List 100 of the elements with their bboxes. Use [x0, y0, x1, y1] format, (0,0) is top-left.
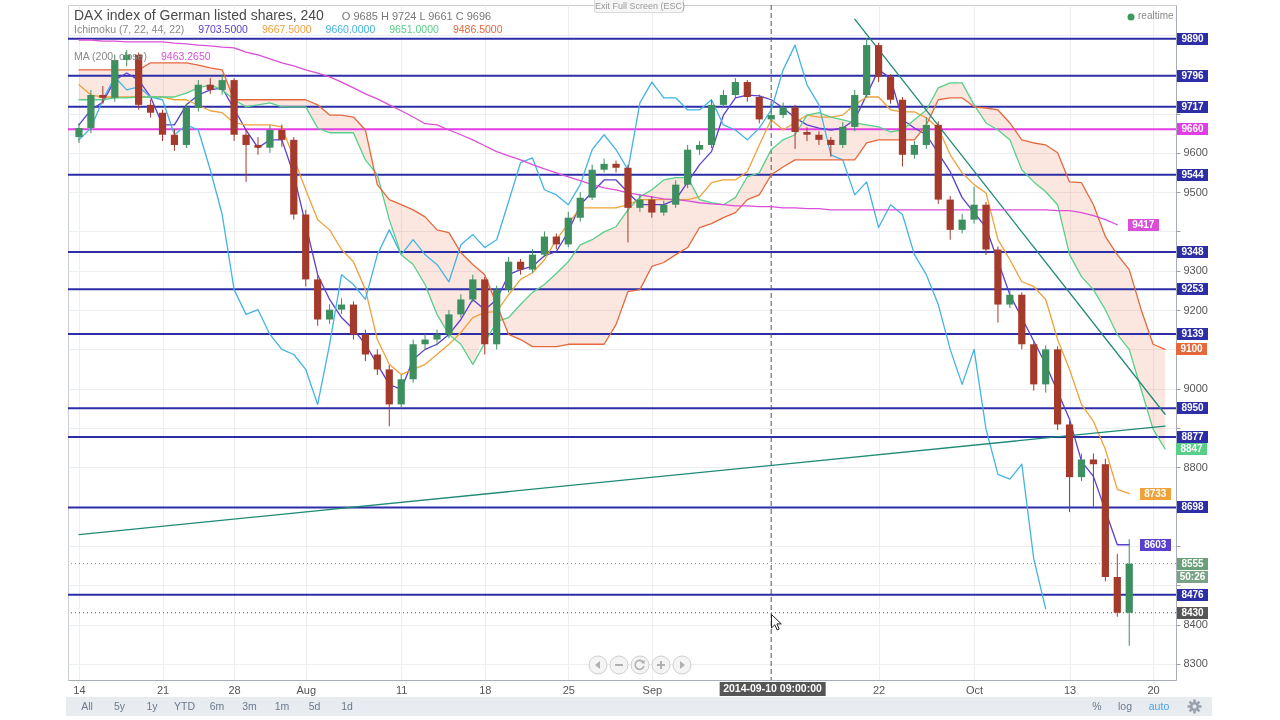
candlestick — [528, 248, 537, 274]
annotation: 9667.5000 — [261, 23, 312, 35]
y-tick-label: 9000 — [1183, 382, 1208, 395]
ref-line-label: 9544 — [1177, 168, 1208, 181]
candlestick — [1089, 453, 1098, 508]
ref-line-label: 8877 — [1177, 431, 1208, 443]
text: % — [1091, 700, 1103, 713]
candlestick — [731, 77, 739, 99]
line-series — [78, 62, 1166, 351]
data-label: 9100 — [1176, 343, 1207, 356]
annotation: 9651.0000 — [389, 23, 439, 35]
candlestick — [612, 160, 620, 173]
x-tick-label: 14 — [73, 683, 86, 696]
candlestick — [827, 136, 835, 158]
data-label: 8847 — [1176, 442, 1207, 455]
candlestick — [445, 309, 453, 339]
candlestick — [75, 122, 83, 144]
x-tick-label: 28 — [228, 683, 241, 696]
candlestick — [373, 348, 381, 376]
annotation: realtime — [1138, 10, 1174, 21]
data-label: 8733 — [1139, 487, 1171, 500]
candlestick — [1077, 453, 1086, 482]
candlestick — [970, 186, 978, 225]
candlestick — [254, 136, 262, 156]
candlestick — [803, 126, 811, 142]
text: 5d — [307, 700, 322, 713]
candlestick — [242, 128, 250, 183]
data-label: 8603 — [1139, 538, 1171, 551]
candlestick — [278, 124, 286, 148]
candlestick — [958, 213, 966, 234]
ref-line-label: 9253 — [1177, 283, 1208, 296]
y-tick-label: 8400 — [1183, 618, 1208, 631]
y-tick-label: 9500 — [1183, 185, 1208, 198]
y-tick-label: 8800 — [1183, 460, 1208, 473]
candlestick — [636, 193, 644, 213]
candlestick — [743, 79, 751, 103]
candlestick — [576, 191, 584, 223]
x-tick-label: 21 — [156, 683, 170, 696]
candlestick — [457, 293, 465, 319]
text: log — [1117, 700, 1133, 713]
chart-title: DAX index of German listed shares, 240 — [74, 7, 324, 23]
y-tick-label: 9300 — [1183, 264, 1208, 277]
candlestick — [266, 124, 274, 154]
annotation: 9660.0000 — [325, 23, 376, 35]
candlestick — [540, 230, 549, 258]
ref-line-label: 9139 — [1177, 328, 1208, 340]
annotation: 50:26 — [1177, 571, 1208, 583]
x-tick-label: 22 — [872, 683, 886, 696]
candlestick — [767, 103, 775, 130]
candlestick — [421, 333, 429, 350]
x-tick-label: 18 — [479, 683, 492, 696]
candlestick — [170, 128, 179, 152]
ref-line-label: 9717 — [1177, 100, 1208, 113]
text: 3m — [241, 700, 258, 713]
x-tick-label: Sep — [642, 683, 663, 696]
x-tick-label: Aug — [296, 683, 317, 696]
candlestick — [779, 102, 787, 119]
candlestick — [433, 329, 441, 346]
candlestick — [755, 94, 763, 124]
button: Exit Full Screen (ESC) — [594, 0, 684, 13]
candlestick — [361, 329, 370, 362]
candlestick — [672, 179, 680, 209]
candlestick — [839, 121, 847, 149]
y-tick-label: 8300 — [1183, 657, 1208, 670]
ref-line-label: 9660 — [1177, 123, 1208, 136]
candlestick — [194, 79, 202, 113]
ref-line-label: 9796 — [1177, 69, 1208, 82]
candlestick — [648, 195, 656, 219]
ref-line-label: 9890 — [1177, 32, 1208, 45]
annotation: 9703.5000 — [198, 23, 248, 35]
candlestick — [469, 274, 477, 303]
y-tick-label: 9600 — [1183, 146, 1208, 159]
candlestick — [886, 73, 895, 105]
candlestick — [600, 158, 608, 173]
x-tick-label: 13 — [1063, 683, 1077, 696]
candlestick — [815, 130, 823, 146]
text: auto — [1147, 700, 1171, 713]
annotation: Ichimoku (7, 22, 44, 22) — [74, 23, 185, 35]
x-tick-label: 25 — [562, 683, 575, 696]
candlestick — [218, 73, 226, 96]
x-tick-label: Oct — [966, 683, 984, 696]
candlestick — [158, 109, 167, 142]
candlestick — [922, 116, 930, 150]
annotation: 9486.5000 — [452, 23, 503, 35]
text: 1m — [273, 700, 291, 713]
y-tick-label: 9200 — [1183, 303, 1208, 316]
ref-line-label: 8476 — [1177, 588, 1208, 601]
text: All — [80, 700, 94, 713]
x-tick-label: 2014-09-10 09:00:00 — [719, 682, 826, 696]
ref-line-label: 8698 — [1177, 501, 1208, 514]
x-tick-label: 11 — [396, 683, 408, 696]
text: 1y — [145, 700, 159, 713]
candlestick — [325, 303, 334, 325]
text: 6m — [208, 700, 226, 713]
text: YTD — [173, 700, 196, 713]
text: 1d — [340, 700, 354, 713]
ref-line-label: 8555 — [1177, 557, 1208, 570]
ref-line-label: 8950 — [1177, 402, 1208, 415]
ref-line-label: 8430 — [1177, 606, 1208, 619]
ref-line-label: 9348 — [1177, 245, 1208, 258]
